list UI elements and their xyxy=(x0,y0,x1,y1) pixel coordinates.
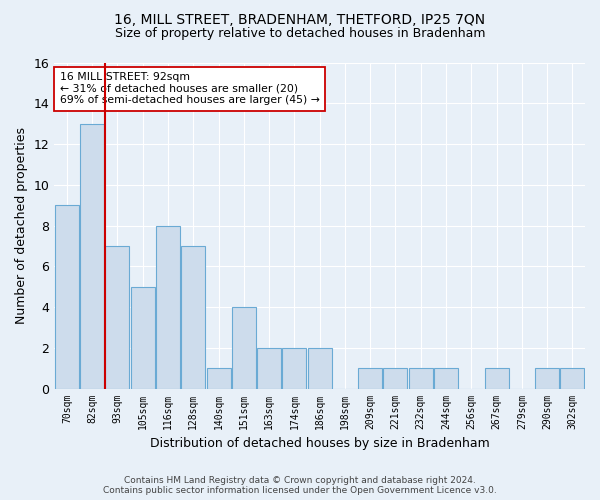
Y-axis label: Number of detached properties: Number of detached properties xyxy=(15,127,28,324)
Bar xyxy=(434,368,458,388)
Bar xyxy=(560,368,584,388)
Bar xyxy=(283,348,307,389)
Text: Size of property relative to detached houses in Bradenham: Size of property relative to detached ho… xyxy=(115,28,485,40)
Bar xyxy=(383,368,407,388)
Text: 16, MILL STREET, BRADENHAM, THETFORD, IP25 7QN: 16, MILL STREET, BRADENHAM, THETFORD, IP… xyxy=(115,12,485,26)
Text: Contains public sector information licensed under the Open Government Licence v3: Contains public sector information licen… xyxy=(103,486,497,495)
Bar xyxy=(80,124,104,388)
Bar xyxy=(485,368,509,388)
Bar xyxy=(181,246,205,388)
Bar xyxy=(55,205,79,388)
Bar xyxy=(206,368,230,388)
Bar xyxy=(358,368,382,388)
X-axis label: Distribution of detached houses by size in Bradenham: Distribution of detached houses by size … xyxy=(150,437,490,450)
Bar xyxy=(257,348,281,389)
Text: Contains HM Land Registry data © Crown copyright and database right 2024.: Contains HM Land Registry data © Crown c… xyxy=(124,476,476,485)
Bar xyxy=(131,286,155,388)
Bar xyxy=(308,348,332,389)
Bar xyxy=(535,368,559,388)
Bar xyxy=(409,368,433,388)
Bar xyxy=(232,307,256,388)
Bar xyxy=(156,226,180,388)
Text: 16 MILL STREET: 92sqm
← 31% of detached houses are smaller (20)
69% of semi-deta: 16 MILL STREET: 92sqm ← 31% of detached … xyxy=(59,72,319,106)
Bar xyxy=(106,246,130,388)
